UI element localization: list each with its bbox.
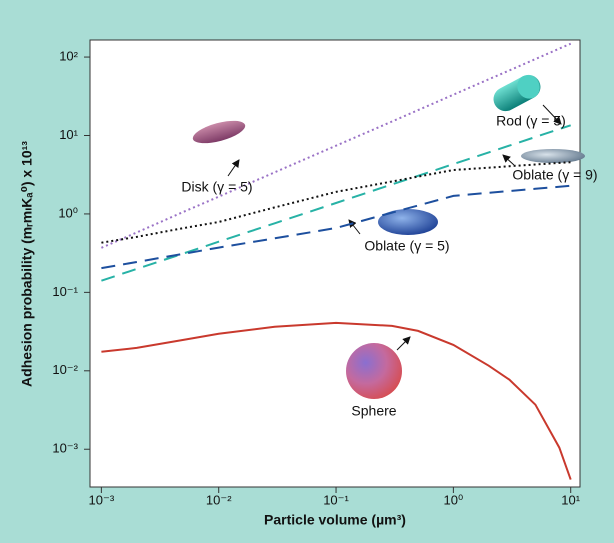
y-tick-label: 10⁻³ [52, 441, 78, 456]
x-tick-label: 10⁻² [206, 492, 232, 507]
y-tick-label: 10⁻² [52, 362, 78, 377]
rod-shape [493, 74, 541, 112]
x-tick-label: 10⁰ [444, 492, 464, 507]
series-line [101, 124, 572, 282]
arrow [502, 154, 515, 166]
arrow [227, 159, 240, 177]
oblate5-shape [378, 209, 438, 235]
series-label: Sphere [351, 403, 396, 419]
series-line [101, 184, 571, 270]
x-tick-label: 10¹ [561, 492, 580, 507]
series-line [101, 321, 572, 480]
y-tick-label: 10² [59, 48, 78, 63]
x-axis-title: Particle volume (µm³) [264, 512, 406, 528]
y-axis-title: Adhesion probability (mᵣmₗKₐ⁰) x 10¹³ [19, 141, 35, 387]
series-line [101, 161, 571, 244]
oblate9-shape [521, 149, 585, 163]
arrow [348, 219, 361, 235]
shapes [192, 74, 585, 399]
x-tick-label: 10⁻¹ [323, 492, 349, 507]
sphere-shape [346, 343, 402, 399]
series-label: Rod (γ = 5) [496, 113, 566, 129]
series-label: Oblate (γ = 9) [512, 167, 597, 183]
arrow [396, 336, 411, 351]
x-tick-label: 10⁻³ [89, 492, 115, 507]
y-tick-label: 10⁰ [58, 205, 78, 220]
disk-shape [192, 120, 246, 144]
plot-area [89, 39, 581, 488]
y-tick-label: 10⁻¹ [52, 284, 78, 299]
y-tick-label: 10¹ [59, 127, 78, 142]
series-line [101, 42, 572, 249]
arrow [542, 104, 562, 125]
series-label: Disk (γ = 5) [181, 179, 252, 195]
series-label: Oblate (γ = 5) [364, 238, 449, 254]
